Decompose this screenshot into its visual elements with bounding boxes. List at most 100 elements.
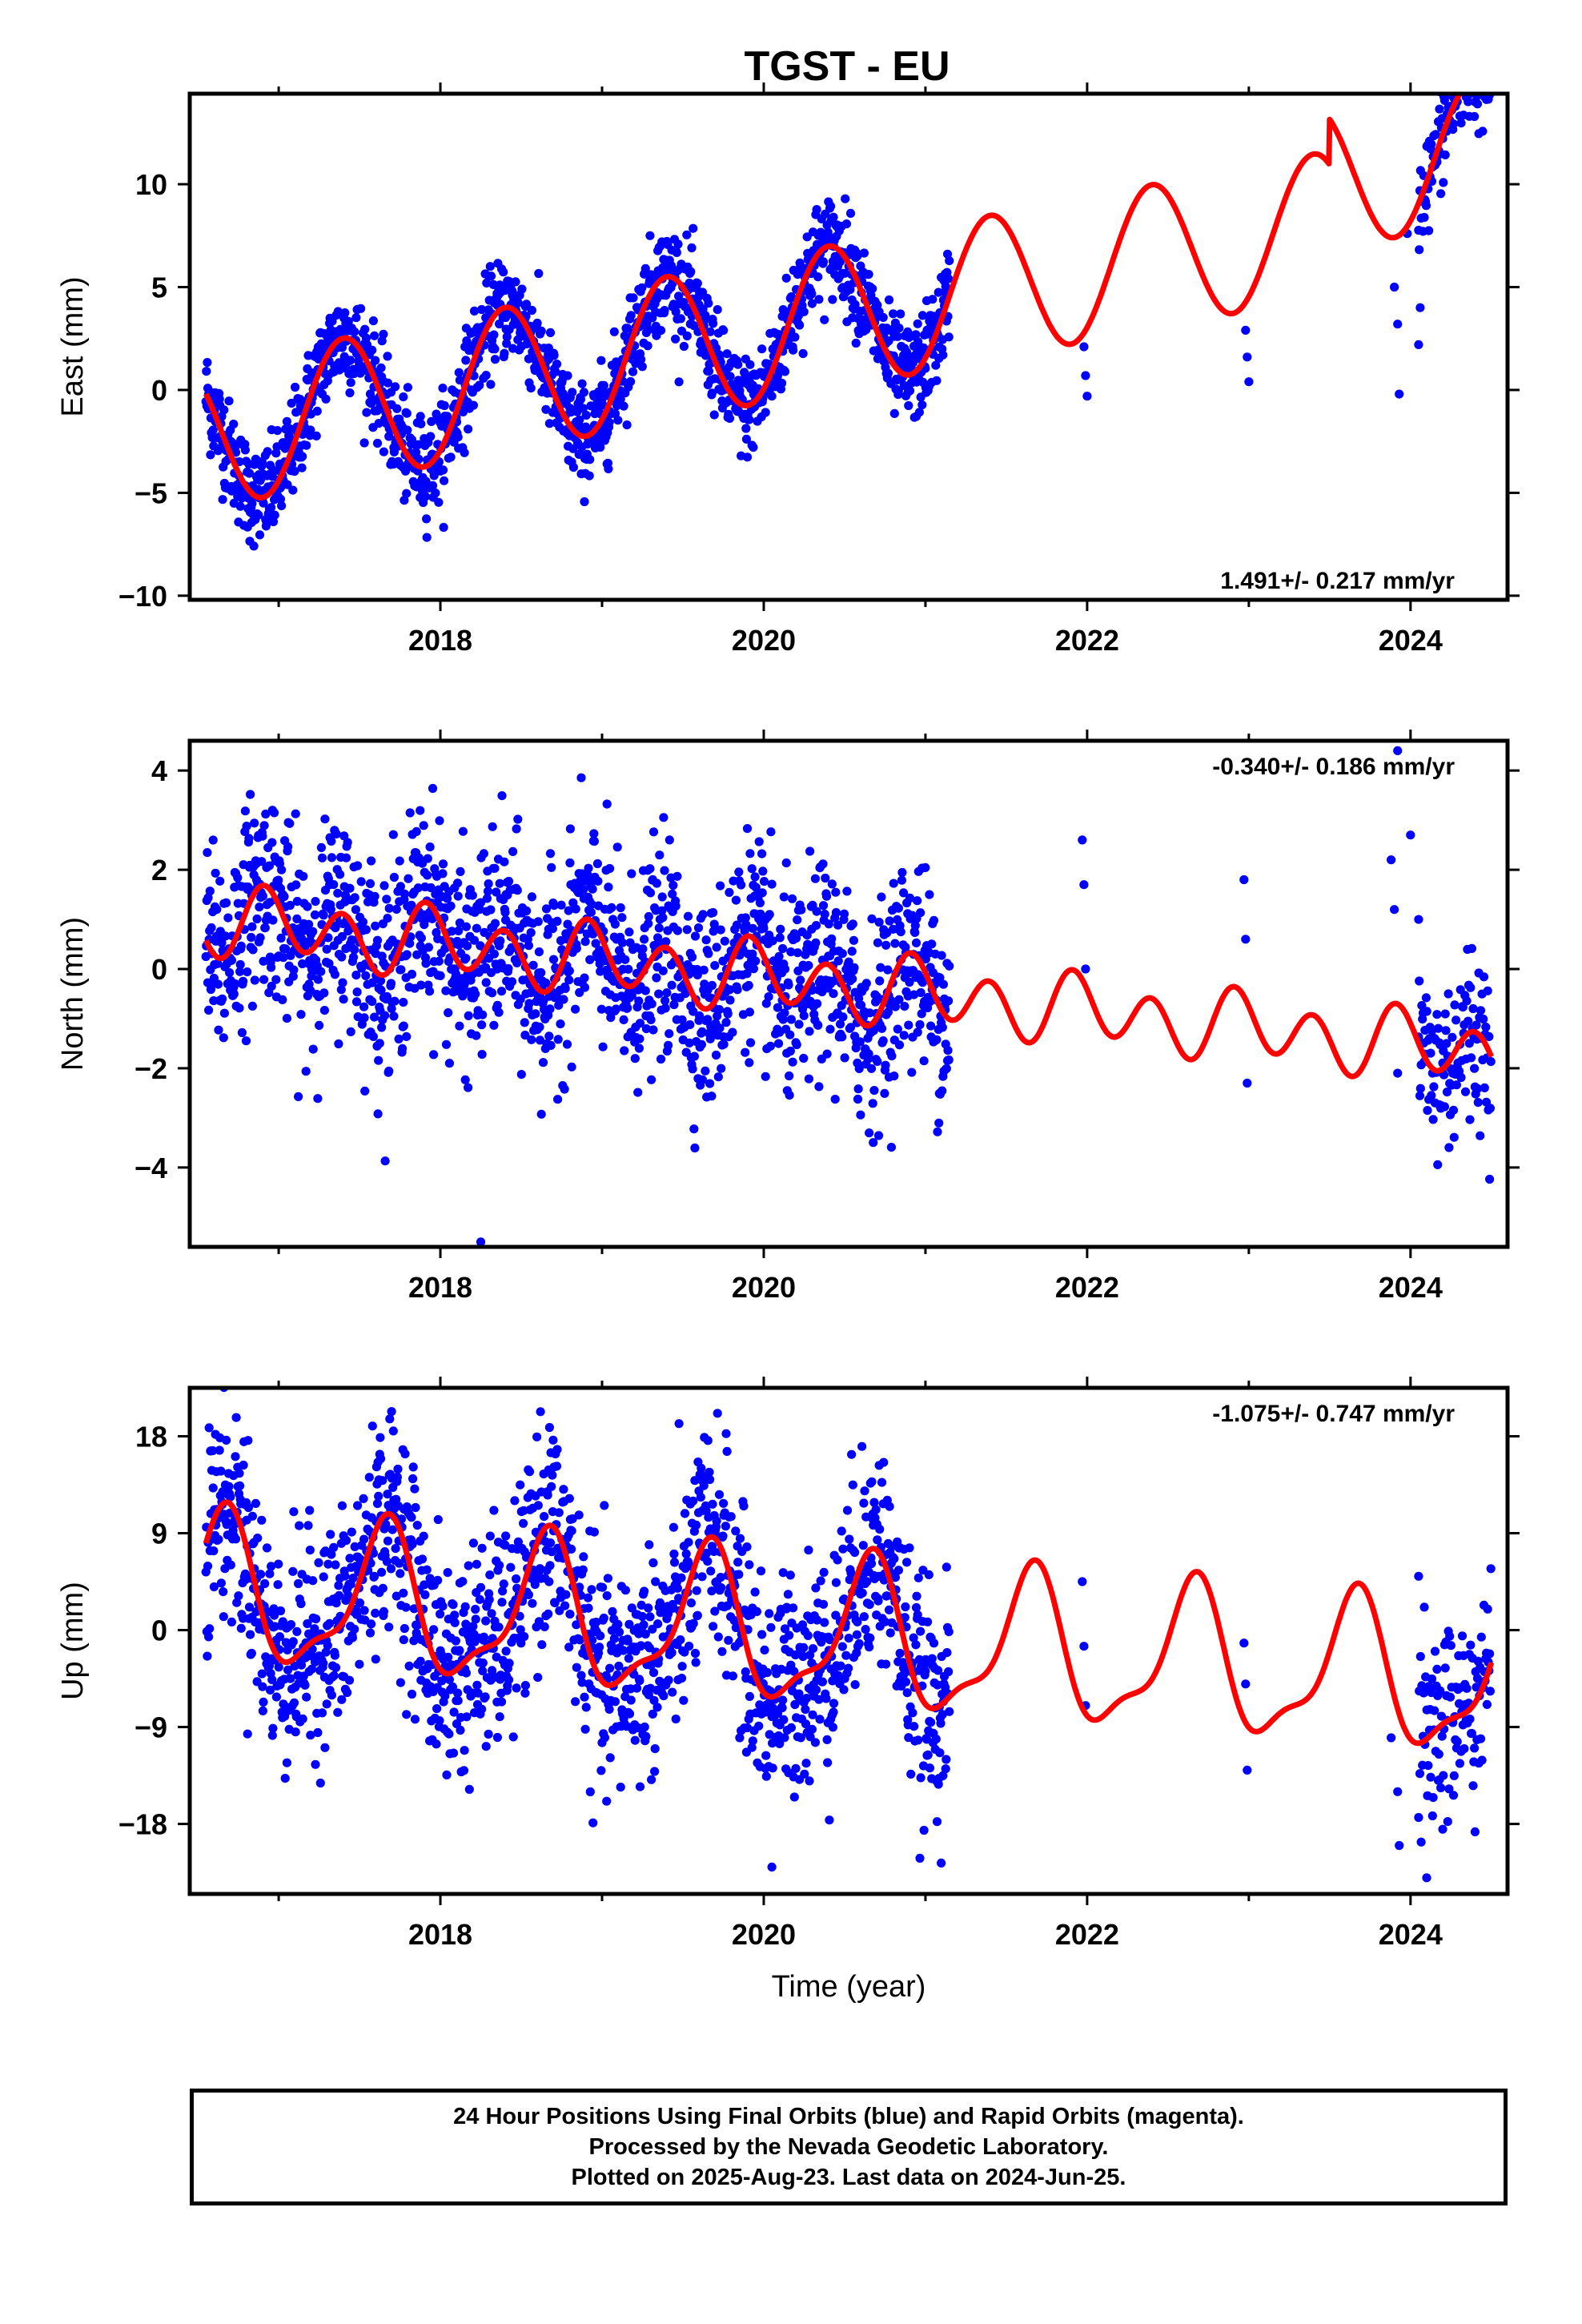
data-point <box>453 879 463 888</box>
data-point <box>209 1582 219 1592</box>
data-point <box>785 1091 794 1100</box>
data-point <box>350 1542 359 1551</box>
data-point <box>754 837 764 846</box>
data-point <box>889 309 898 319</box>
data-point <box>685 1642 694 1651</box>
data-point <box>773 1039 784 1048</box>
data-point <box>462 1712 472 1722</box>
data-point <box>432 1739 441 1749</box>
data-point <box>488 988 497 998</box>
data-point <box>1476 1006 1486 1015</box>
data-point <box>396 1569 405 1578</box>
data-point <box>217 938 227 947</box>
data-point <box>389 1011 399 1021</box>
data-point <box>468 1622 478 1631</box>
data-point <box>821 891 832 901</box>
data-point <box>348 952 359 962</box>
data-point <box>745 849 755 858</box>
data-point <box>225 968 235 978</box>
data-point <box>701 1066 710 1076</box>
data-point <box>1244 377 1254 387</box>
data-point <box>385 1414 395 1424</box>
data-point <box>677 1573 686 1582</box>
data-point <box>248 945 258 955</box>
data-point <box>733 1558 743 1567</box>
data-point <box>853 251 862 261</box>
data-point <box>544 1031 554 1041</box>
data-point <box>681 1549 691 1558</box>
data-point <box>247 1511 257 1521</box>
data-point <box>556 900 566 910</box>
data-point <box>1081 371 1090 380</box>
data-point <box>741 1667 750 1677</box>
data-point <box>391 1591 401 1601</box>
data-point <box>644 1643 655 1653</box>
data-point <box>801 1705 810 1715</box>
data-point <box>495 879 504 888</box>
data-point <box>468 400 479 410</box>
data-point <box>345 883 355 893</box>
data-point <box>277 865 287 875</box>
data-point <box>648 1558 658 1568</box>
data-point <box>626 311 636 320</box>
data-point <box>393 1464 403 1474</box>
data-point <box>640 1722 649 1732</box>
data-point <box>268 915 278 925</box>
data-point <box>267 1731 277 1740</box>
data-point <box>1463 74 1472 83</box>
data-point <box>267 1675 277 1685</box>
data-point <box>660 866 669 875</box>
data-point <box>377 951 387 961</box>
data-point <box>838 1012 848 1022</box>
data-point <box>579 1552 588 1562</box>
data-point <box>333 888 343 898</box>
data-point <box>547 1482 556 1491</box>
data-point <box>520 1018 529 1027</box>
data-point <box>315 1020 324 1030</box>
data-point <box>205 1624 215 1634</box>
data-point <box>571 904 580 914</box>
data-point <box>494 1622 504 1632</box>
y-tick-label: 0 <box>151 953 167 986</box>
data-point <box>275 1606 286 1616</box>
data-point <box>676 314 686 324</box>
data-point <box>1415 245 1424 255</box>
data-point <box>635 1782 645 1791</box>
data-point <box>795 320 805 330</box>
data-point <box>916 908 926 918</box>
data-point <box>692 1586 701 1595</box>
data-point <box>1239 875 1249 885</box>
data-point <box>372 935 383 945</box>
data-point <box>214 1534 223 1544</box>
y-tick-label: −2 <box>135 1052 167 1085</box>
data-point <box>346 1027 355 1036</box>
data-point <box>707 388 717 398</box>
data-point <box>239 1460 248 1470</box>
data-point <box>454 368 464 377</box>
data-point <box>382 895 391 904</box>
data-point <box>889 408 899 418</box>
data-point <box>548 955 559 964</box>
data-point <box>674 377 684 387</box>
data-point <box>927 939 937 949</box>
data-point <box>337 1501 347 1510</box>
data-point <box>462 336 472 346</box>
data-point <box>563 371 572 380</box>
data-point <box>577 379 587 388</box>
data-point <box>777 1703 787 1713</box>
data-point <box>1476 46 1484 55</box>
data-point <box>377 336 387 346</box>
data-point <box>361 333 371 343</box>
data-point <box>671 307 681 316</box>
data-point <box>533 1673 543 1683</box>
data-point <box>648 1709 657 1719</box>
data-point <box>227 1349 235 1357</box>
data-point <box>1079 880 1089 890</box>
data-point <box>282 1014 291 1023</box>
data-point <box>671 1714 681 1724</box>
data-point <box>644 911 653 922</box>
data-point <box>715 1023 725 1033</box>
data-point <box>349 368 359 379</box>
data-point <box>460 1075 470 1084</box>
data-point <box>693 1610 702 1620</box>
